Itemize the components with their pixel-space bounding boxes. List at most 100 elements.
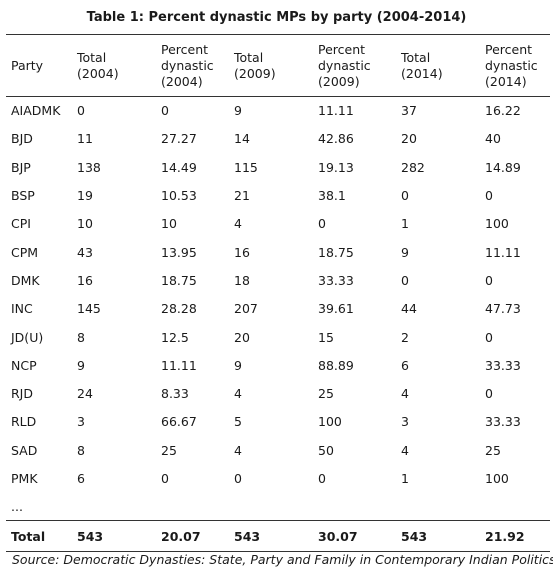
value-cell: 18 [234,272,250,288]
value-cell: 19.13 [318,159,354,175]
value-cell: 1 [401,471,409,486]
value-cell: 100 [485,471,509,486]
column-header: Party [6,34,72,97]
value-cell: 14.89 [485,159,521,175]
value-cell: 0 [318,216,326,232]
value-cell: 6 [401,357,409,373]
column-header-line: (2004) [161,73,203,89]
value-cell: 8.33 [161,386,189,402]
column-header-line: Total [234,49,264,65]
value-cell: 11 [77,131,93,147]
value-cell: 10 [77,216,93,232]
value-cell: 10.53 [161,188,197,204]
value-cell: 88.89 [318,357,354,373]
party-cell: RLD [11,414,37,430]
table-row: CPM 43 13.95 16 18.75 9 11.11 [6,238,550,266]
value-cell: 9 [234,357,242,373]
total-label: Total [6,520,72,553]
value-cell: 25 [485,442,501,458]
value-cell: 66.67 [161,414,197,430]
table-row: RLD 3 66.67 5 100 3 33.33 [6,408,550,436]
value-cell: 0 [161,103,169,119]
total-value: 30.07 [313,520,396,553]
party-cell: INC [11,301,33,317]
value-cell: 47.73 [485,301,521,317]
value-cell: 16 [234,244,250,260]
total-value: 543 [72,520,156,553]
value-cell: 0 [485,272,493,288]
value-cell: 0 [234,471,242,486]
value-cell: 38.1 [318,188,346,204]
value-cell: 2 [401,329,409,345]
value-cell: 13.95 [161,244,197,260]
value-cell: 40 [485,131,501,147]
value-cell: 8 [77,442,85,458]
party-cell: CPM [11,244,39,260]
value-cell [156,493,229,521]
party-cell: CPI [11,216,31,232]
table-row: DMK 16 18.75 18 33.33 0 0 [6,266,550,294]
value-cell: 11.11 [318,103,354,119]
column-header-line: Percent [161,41,209,57]
value-cell: 115 [234,159,258,175]
party-cell: ... [11,499,23,515]
value-cell: 9 [77,357,85,373]
table-row: BJD 11 27.27 14 42.86 20 40 [6,125,550,153]
value-cell: 42.86 [318,131,354,147]
column-header-line: dynastic [161,57,214,73]
value-cell: 25 [318,386,334,402]
value-cell: 4 [234,216,242,232]
value-cell: 0 [401,188,409,204]
table-title: Table 1: Percent dynastic MPs by party (… [86,10,467,25]
value-cell: 0 [485,386,493,402]
value-cell: 18.75 [161,272,197,288]
value-cell: 3 [77,414,85,430]
value-cell: 100 [318,414,342,430]
value-cell [480,493,550,521]
column-header: Percent dynastic (2014) [480,34,550,97]
value-cell: 4 [234,442,242,458]
column-header-line: (2004) [77,65,119,81]
value-cell: 9 [234,103,242,119]
value-cell: 10 [161,216,177,232]
value-cell: 8 [77,329,85,345]
total-value: 543 [229,520,313,553]
value-cell: 4 [401,386,409,402]
table-row: JD(U) 8 12.5 20 15 2 0 [6,323,550,351]
table-body: AIADMK 0 0 9 11.11 37 16.22 BJD 11 27.27 14 42.86 20… [6,97,550,553]
value-cell: 16.22 [485,103,521,119]
value-cell: 0 [77,103,85,119]
table-row: BJP 138 14.49 115 19.13 282 14.89 [6,153,550,181]
value-cell: 145 [77,301,101,317]
value-cell: 4 [234,386,242,402]
column-header-line: (2009) [234,65,276,81]
header-row: Party Total (2004) Percent dynastic (2004) Tot… [6,34,550,97]
column-header-line: dynastic [485,57,538,73]
column-header: Total (2009) [229,34,313,97]
table-row: NCP 9 11.11 9 88.89 6 33.33 [6,351,550,379]
column-header: Percent dynastic (2004) [156,34,229,97]
value-cell: 43 [77,244,93,260]
source-note: Source: Democratic Dynasties: State, Par… [12,552,553,567]
value-cell: 3 [401,414,409,430]
table-row: CPI 10 10 4 0 1 100 [6,210,550,238]
party-cell: SAD [11,442,38,458]
value-cell [313,493,396,521]
value-cell: 5 [234,414,242,430]
value-cell: 33.33 [318,272,354,288]
value-cell: 50 [318,442,334,458]
value-cell: 0 [485,188,493,204]
value-cell: 1 [401,216,409,232]
value-cell: 25 [161,442,177,458]
table-row: PMK 6 0 0 0 1 100 [6,464,550,492]
value-cell: 19 [77,188,93,204]
value-cell: 6 [77,471,85,486]
value-cell: 11.11 [485,244,521,260]
party-cell: BJD [11,131,33,147]
column-header-line: dynastic [318,57,371,73]
column-header-line: Total [401,49,431,65]
value-cell: 24 [77,386,93,402]
party-cell: JD(U) [11,329,44,345]
value-cell: 20 [401,131,417,147]
table-row: BSP 19 10.53 21 38.1 0 0 [6,181,550,209]
